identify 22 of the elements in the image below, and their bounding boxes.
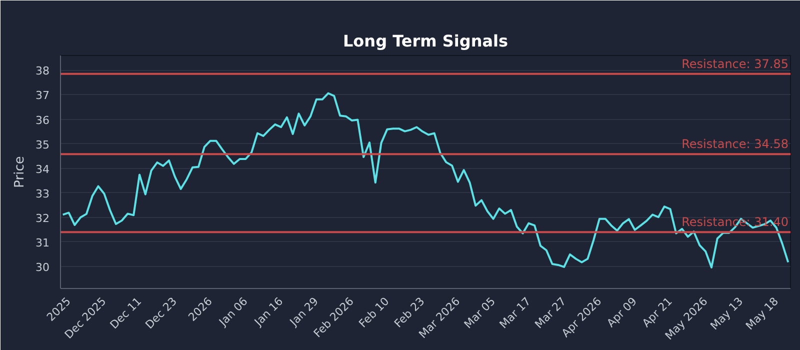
y-tick-label: 31 xyxy=(36,236,50,250)
y-tick-label: 37 xyxy=(36,89,50,102)
y-tick-label: 36 xyxy=(36,114,50,127)
x-tick-label: Dec 11 xyxy=(107,294,144,332)
x-tick-label: Mar 17 xyxy=(497,294,534,332)
line-series xyxy=(62,92,790,268)
y-tick-label: 30 xyxy=(36,260,50,274)
x-tick-label: Dec 23 xyxy=(142,294,180,332)
x-tick-label: Mar 05 xyxy=(462,294,498,332)
x-tick-label: Jan 06 xyxy=(216,294,250,330)
x-tick-label: Apr 09 xyxy=(604,294,640,330)
y-tick-label: 38 xyxy=(36,64,50,78)
y-axis-title: Price xyxy=(12,156,28,188)
chart-title: Long Term Signals xyxy=(342,32,508,50)
ref-line-label: Resistance: 34.58 xyxy=(682,137,788,152)
y-tick-label: 34 xyxy=(36,162,50,176)
y-tick-label: 33 xyxy=(36,187,50,200)
y-tick-label: 35 xyxy=(36,138,50,152)
y-tick-label: 32 xyxy=(36,212,50,225)
x-tick-label: Feb 10 xyxy=(356,294,392,330)
ref-line-label: Resistance: 37.85 xyxy=(682,56,788,71)
x-tick-label: Jan 16 xyxy=(251,294,286,330)
